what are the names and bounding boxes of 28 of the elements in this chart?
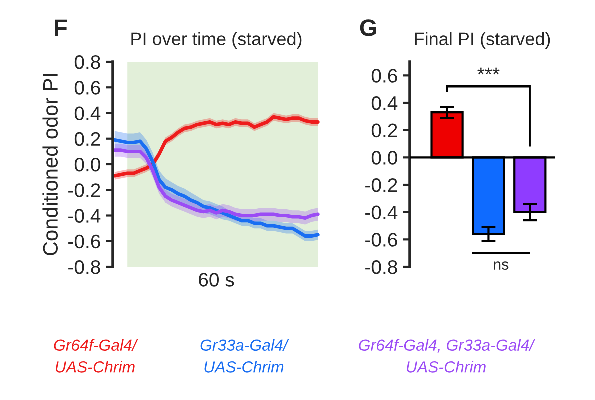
chart-title: PI over time (starved) [132, 32, 302, 50]
text: Gr33a-Gal4/ UAS-Chrim [200, 339, 290, 373]
y-tick-label: 0.4 [372, 96, 398, 110]
chart-title: Final PI (starved) [415, 32, 550, 50]
y-tick-label: 0.2 [372, 124, 398, 138]
y-tick-label: -0.2 [68, 184, 100, 198]
text: F [55, 20, 68, 36]
y-tick-label: -0.4 [68, 209, 101, 223]
annotation: *** [478, 68, 500, 75]
y-tick-label: -0.2 [366, 178, 398, 192]
text: Gr64f-Gal4/ UAS-Chrim [54, 339, 138, 373]
y-tick-label: -0.4 [366, 206, 398, 220]
y-tick-label: 0.6 [74, 81, 100, 95]
x-axis-title: 60 s [199, 273, 234, 287]
text: G [360, 20, 376, 36]
y-tick-label: -0.6 [366, 233, 398, 247]
y-tick-label: 0.8 [74, 55, 100, 70]
y-tick-label: 0.0 [74, 158, 100, 172]
annotation: ns [494, 262, 509, 270]
y-tick-label: -0.8 [366, 260, 398, 274]
y-tick-label: 0.6 [372, 69, 398, 83]
y-tick-label: 0.0 [372, 151, 398, 165]
y-tick-label: 0.2 [74, 132, 100, 146]
y-tick-label: -0.8 [68, 260, 100, 274]
y-axis-title: Conditioned odor PI [42, 74, 58, 256]
text: Gr64f-Gal4, Gr33a-Gal4/ UAS-Chrim [359, 339, 536, 373]
y-tick-label: -0.6 [68, 234, 100, 249]
y-tick-label: 0.4 [74, 106, 101, 120]
